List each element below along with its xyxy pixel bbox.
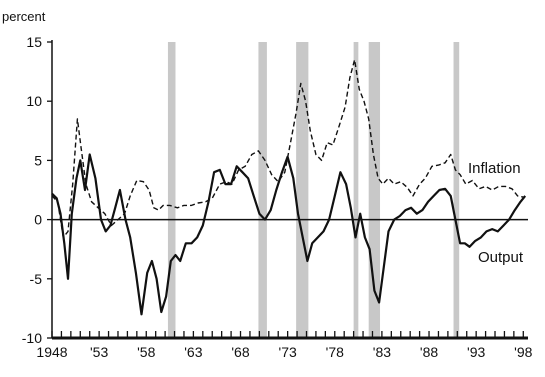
axes bbox=[47, 40, 528, 340]
y-tick-label: 10 bbox=[26, 93, 42, 109]
y-tick-label: 15 bbox=[26, 34, 42, 50]
x-tick-label: '93 bbox=[467, 344, 485, 360]
recession-band-5 bbox=[453, 42, 460, 338]
recession-bands bbox=[167, 42, 460, 338]
series-line-output bbox=[51, 153, 527, 316]
y-tick-label: 5 bbox=[34, 152, 42, 168]
x-tick-label: '98 bbox=[514, 344, 532, 360]
series-label-inflation: Inflation bbox=[468, 160, 521, 177]
series-line-inflation bbox=[51, 59, 524, 239]
x-tick-label: '83 bbox=[373, 344, 391, 360]
recession-band-1 bbox=[258, 42, 267, 338]
y-tick-label: 0 bbox=[34, 212, 42, 228]
x-tick-label: '58 bbox=[137, 344, 155, 360]
x-tick-label: '78 bbox=[326, 344, 344, 360]
series-label-output: Output bbox=[478, 249, 524, 266]
x-tick-label: '88 bbox=[420, 344, 438, 360]
recession-band-0 bbox=[167, 42, 176, 338]
recession-band-2 bbox=[296, 42, 309, 338]
y-axis-unit-label: percent bbox=[2, 9, 46, 24]
x-tick-label: 1948 bbox=[36, 344, 67, 360]
y-tick-label: -5 bbox=[30, 271, 43, 287]
y-tick-labels: 15 10 5 0 -5 -10 bbox=[22, 34, 42, 346]
x-tick-label: '63 bbox=[184, 344, 202, 360]
x-tick-label: '73 bbox=[279, 344, 297, 360]
series-lines bbox=[51, 59, 527, 316]
recession-band-3 bbox=[353, 42, 359, 338]
x-tick-label: '53 bbox=[90, 344, 108, 360]
x-tick-labels: 1948 '53 '58 '63 '68 '73 '78 '83 '88 '93 '98 bbox=[36, 344, 532, 360]
recession-band-4 bbox=[368, 42, 381, 338]
x-tick-label: '68 bbox=[231, 344, 249, 360]
y-tick-label: -10 bbox=[22, 330, 42, 346]
